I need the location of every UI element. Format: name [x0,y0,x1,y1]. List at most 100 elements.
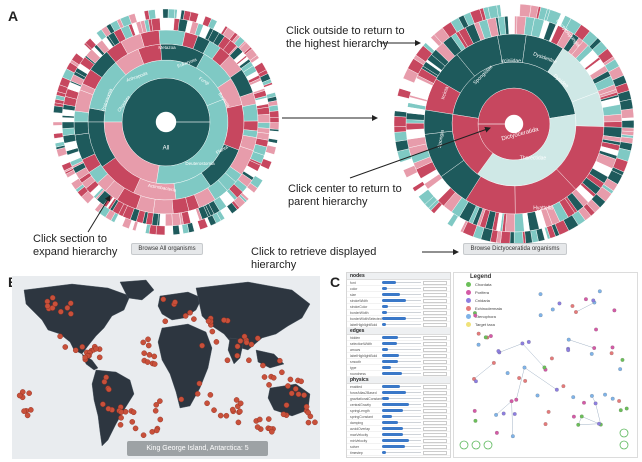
network-node[interactable] [510,434,515,439]
network-node[interactable] [491,361,496,365]
network-node[interactable] [476,331,481,336]
sunburst-left-center[interactable] [156,112,176,132]
config-slider[interactable] [382,281,421,284]
config-row[interactable]: solver [347,444,450,450]
map-sample-point[interactable] [280,411,287,418]
map-sample-point[interactable] [96,354,103,361]
map-sample-point[interactable] [283,402,290,408]
network-node[interactable] [566,337,571,342]
map-sample-point[interactable] [140,432,147,438]
config-row[interactable]: centralGravity [347,402,450,408]
network-node[interactable] [612,308,617,313]
map-sample-point[interactable] [141,350,147,356]
map-sample-point[interactable] [129,419,136,425]
config-row[interactable]: springLength [347,408,450,414]
map-sample-point[interactable] [16,392,23,399]
config-value-input[interactable] [423,286,447,291]
map-sample-point[interactable] [223,412,230,419]
config-value-input[interactable] [423,310,447,315]
config-slider[interactable] [382,391,421,394]
config-slider[interactable] [382,451,421,454]
map-sample-point[interactable] [265,416,272,422]
map-sample-point[interactable] [224,357,231,364]
map-sample-point[interactable] [305,409,311,416]
config-value-input[interactable] [423,335,447,340]
map-sample-point[interactable] [118,414,124,421]
map-sample-point[interactable] [237,408,243,415]
network-node[interactable] [523,379,528,383]
network-node[interactable] [550,356,554,361]
world-map[interactable] [12,276,320,459]
config-slider[interactable] [382,372,421,375]
network-node[interactable] [579,414,584,419]
map-sample-point[interactable] [24,412,31,419]
config-row[interactable]: springConstant [347,414,450,420]
network-node[interactable] [570,304,575,308]
config-row[interactable]: avoidOverlap [347,426,450,432]
map-sample-point[interactable] [157,398,163,404]
network-nav-button[interactable] [619,428,629,438]
config-row[interactable]: maxVelocity [347,432,450,438]
network-node[interactable] [476,342,481,347]
config-slider[interactable] [382,299,421,302]
sunburst-left-outer-sector[interactable] [52,121,63,126]
config-row[interactable]: gravitationalConstant [347,396,450,402]
network-node[interactable] [617,399,622,403]
map-sample-point[interactable] [292,386,299,392]
network-node[interactable] [474,379,478,384]
map-sample-point[interactable] [234,343,241,350]
network-node[interactable] [514,397,519,402]
map-sample-point[interactable] [145,336,151,343]
config-row[interactable]: strokeWidth [347,298,450,304]
map-sample-point[interactable] [140,339,147,346]
config-slider[interactable] [382,354,421,357]
network-node[interactable] [571,414,576,419]
config-value-input[interactable] [423,444,447,449]
map-sample-point[interactable] [288,390,295,397]
map-sample-point[interactable] [162,318,169,325]
config-slider[interactable] [382,421,421,424]
config-value-input[interactable] [423,316,447,321]
map-sample-point[interactable] [182,313,189,319]
config-row[interactable]: color [347,286,450,292]
map-sample-point[interactable] [279,369,285,376]
map-sample-point[interactable] [301,392,307,398]
config-row[interactable]: borderWidthSelected [347,316,450,322]
map-sample-point[interactable] [266,382,272,388]
network-node[interactable] [610,345,615,350]
config-value-input[interactable] [423,402,447,407]
browse-all-button[interactable]: Browse All organisms [131,243,203,255]
network-node[interactable] [509,399,514,404]
map-sample-point[interactable] [209,328,216,335]
map-sample-point[interactable] [285,383,291,389]
map-sample-point[interactable] [79,344,86,350]
network-node[interactable] [472,409,477,413]
config-slider[interactable] [382,342,421,345]
config-value-input[interactable] [423,304,447,309]
map-sample-point[interactable] [72,347,79,354]
network-node[interactable] [554,387,559,392]
network-node[interactable] [576,422,581,427]
network-node[interactable] [473,313,478,318]
network-node[interactable] [517,376,522,380]
config-slider[interactable] [382,366,421,369]
network-node[interactable] [597,421,601,426]
map-sample-point[interactable] [276,357,283,364]
config-value-input[interactable] [423,414,447,419]
network-nav-button[interactable] [483,440,493,450]
map-sample-point[interactable] [243,339,250,346]
config-slider[interactable] [382,287,421,290]
config-slider[interactable] [382,427,421,430]
map-sample-point[interactable] [26,390,32,396]
map-sample-point[interactable] [196,380,203,387]
map-sample-point[interactable] [153,427,160,434]
map-sample-point[interactable] [217,412,224,419]
config-value-input[interactable] [423,384,447,389]
config-slider[interactable] [382,385,421,388]
network-node[interactable] [522,365,527,370]
network-node[interactable] [550,307,555,312]
map-sample-point[interactable] [295,391,302,397]
sunburst-right-center[interactable] [505,115,523,133]
map-sample-point[interactable] [153,402,160,408]
map-sample-point[interactable] [58,308,64,315]
